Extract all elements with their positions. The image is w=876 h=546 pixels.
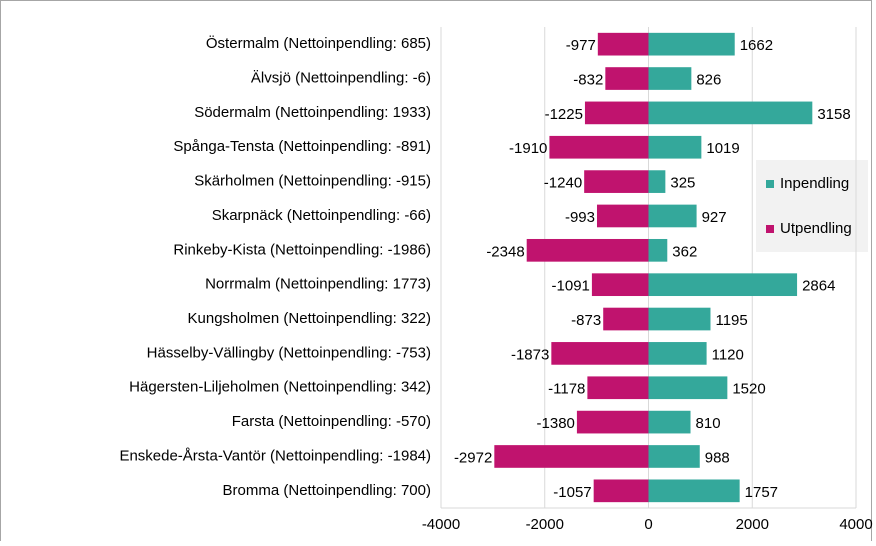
y-tick-label: Kungsholmen (Nettoinpendling: 322) [188,310,432,327]
data-label: -1225 [545,106,583,123]
data-label: 2864 [802,278,835,295]
data-label: 325 [670,175,695,192]
y-tick-label: Älvsjö (Nettoinpendling: -6) [251,70,431,87]
data-label: -1091 [552,278,590,295]
legend-swatch [766,225,774,233]
bar [648,273,798,297]
bar [603,307,649,331]
data-label: 927 [702,209,727,226]
x-tick-label: 4000 [839,516,872,533]
bar [648,135,702,159]
y-tick-label: Enskede-Årsta-Vantör (Nettoinpendling: -… [119,447,431,464]
bar [648,32,735,56]
data-label: -1873 [511,346,549,363]
data-label: -993 [565,209,595,226]
y-tick-label: Skärholmen (Nettoinpendling: -915) [194,173,431,190]
bar [584,101,649,125]
bar [576,410,649,434]
bar [648,479,740,503]
bar [648,307,711,331]
bar [648,101,813,125]
data-label: -977 [566,37,596,54]
x-tick-label: -4000 [422,516,460,533]
data-label: 1757 [745,484,778,501]
x-tick-label: 0 [644,516,652,533]
y-tick-label: Bromma (Nettoinpendling: 700) [223,482,431,499]
bar [648,445,700,468]
data-label: -1178 [548,381,585,398]
data-label: -873 [571,312,601,329]
bar [584,170,649,193]
x-tick-label: -2000 [526,516,564,533]
bar [648,204,697,228]
data-label: 1520 [732,381,765,398]
x-tick-label: 2000 [736,516,769,533]
bar [526,238,649,262]
bar [648,376,728,400]
bar [587,376,649,400]
bar [593,479,649,503]
y-tick-label: Spånga-Tensta (Nettoinpendling: -891) [173,138,431,155]
data-label: -2348 [486,243,524,260]
data-label: 826 [696,72,721,89]
bar [551,342,649,365]
y-tick-label: Skarpnäck (Nettoinpendling: -66) [212,207,431,224]
y-tick-label: Rinkeby-Kista (Nettoinpendling: -1986) [173,241,431,258]
bar [549,135,649,159]
bar [591,273,649,297]
bar [648,170,666,193]
data-label: -2972 [454,449,492,466]
y-tick-label: Farsta (Nettoinpendling: -570) [232,413,431,430]
bar [648,342,707,365]
data-label: 1120 [712,346,744,363]
data-label: 988 [705,449,730,466]
bar [648,238,668,262]
data-label: -1380 [537,415,575,432]
data-label: 362 [672,243,697,260]
bar [605,67,649,90]
data-label: 1195 [715,312,747,329]
legend-swatch [766,180,774,188]
bar [648,67,692,90]
bar [494,445,649,468]
legend-label: Inpendling [780,175,849,192]
y-tick-label: Östermalm (Nettoinpendling: 685) [206,34,431,52]
data-label: 1019 [706,140,739,157]
data-label: -1240 [544,175,582,192]
bar [648,410,691,434]
legend-label: Utpendling [780,220,852,237]
data-label: 3158 [817,106,850,123]
bar [596,204,649,228]
data-label: -1057 [553,484,591,501]
bar [597,32,649,56]
data-label: -1910 [509,140,547,157]
y-tick-label: Södermalm (Nettoinpendling: 1933) [194,104,431,121]
data-label: -832 [573,72,603,89]
data-label: 1662 [740,37,773,54]
data-label: 810 [696,415,721,432]
y-tick-label: Hässelby-Vällingby (Nettoinpendling: -75… [147,344,431,361]
y-tick-label: Norrmalm (Nettoinpendling: 1773) [205,276,431,293]
legend-box [756,160,868,252]
y-tick-label: Hägersten-Liljeholmen (Nettoinpendling: … [129,379,431,396]
